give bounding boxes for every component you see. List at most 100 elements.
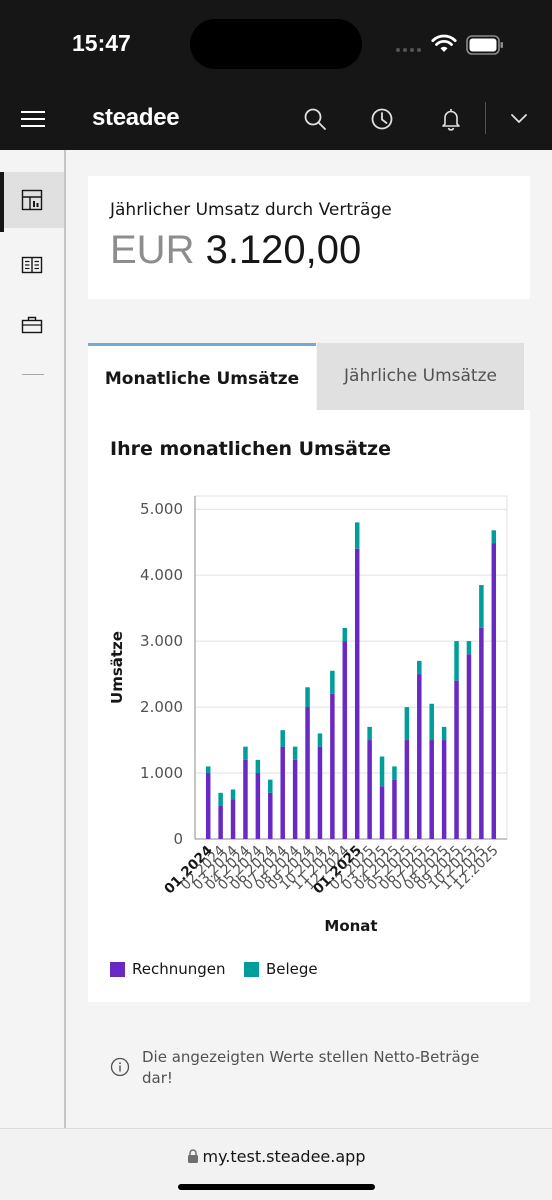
bar-belege [454, 641, 459, 681]
legend-swatch-rechnungen [110, 962, 125, 977]
bar-rechnungen [280, 746, 285, 839]
bar-rechnungen [205, 773, 211, 839]
bar-rechnungen [404, 740, 410, 839]
annual-revenue-card: Jährlicher Umsatz durch Verträge EUR 3.1… [88, 176, 530, 299]
sidebar-divider [22, 374, 44, 375]
bell-icon[interactable] [436, 104, 466, 134]
legend-swatch-belege [244, 962, 259, 977]
bar-rechnungen [317, 746, 323, 839]
bar-belege [441, 726, 447, 741]
status-bar: 15:47 [0, 0, 552, 88]
sidebar [0, 150, 66, 1128]
bar-belege [218, 792, 223, 807]
bar-rechnungen [454, 680, 459, 839]
bar-belege [417, 660, 422, 675]
app-header: steadee [0, 88, 552, 150]
url-display[interactable]: my.test.steadee.app [0, 1147, 552, 1166]
bar-belege [292, 746, 298, 760]
tab-yearly-revenue[interactable]: Jährliche Umsätze [317, 343, 524, 410]
url-text: my.test.steadee.app [202, 1147, 366, 1166]
bar-belege [205, 766, 211, 774]
bar-rechnungen [268, 792, 273, 839]
bar-rechnungen [230, 799, 236, 839]
revenue-tabs: Monatliche Umsätze Jährliche Umsätze [88, 343, 530, 410]
bar-rechnungen [342, 641, 348, 839]
bar-rechnungen [392, 779, 397, 839]
book-icon [21, 256, 43, 274]
x-axis-title: Monat [324, 917, 377, 935]
monthly-revenue-chart-card: 0 1.000 2.000 3.000 4.000 5.000 01.2024 02.2024… [88, 410, 530, 1002]
annual-revenue-value: EUR 3.120,00 [110, 228, 361, 273]
bar-rechnungen [330, 693, 335, 839]
bar-rechnungen [255, 773, 261, 839]
y-axis-title: Umsätze [108, 631, 126, 704]
bar-belege [268, 779, 273, 793]
bar-rechnungen [354, 548, 360, 839]
browser-url-bar: my.test.steadee.app [0, 1128, 552, 1200]
y-tick-label: 5.000 [140, 500, 183, 518]
app-logo[interactable]: steadee [92, 104, 180, 131]
tab-monthly-revenue[interactable]: Monatliche Umsätze [88, 343, 316, 410]
search-icon[interactable] [300, 104, 330, 134]
lock-icon [187, 1149, 198, 1163]
sidebar-item-dashboard[interactable] [0, 172, 64, 232]
wifi-icon [431, 34, 457, 52]
bar-rechnungen [479, 627, 484, 839]
briefcase-icon [21, 316, 43, 334]
bar-belege [392, 766, 397, 780]
bar-belege [491, 530, 497, 544]
y-tick-label: 4.000 [140, 566, 183, 584]
bar-belege [367, 726, 372, 741]
chevron-down-icon[interactable] [504, 104, 534, 134]
signal-icon [396, 48, 424, 54]
menu-icon[interactable] [18, 106, 48, 132]
revenue-amount: 3.120,00 [205, 228, 362, 272]
header-divider [485, 102, 486, 134]
dashboard-icon [21, 189, 43, 211]
bar-rechnungen [367, 740, 372, 839]
battery-icon [466, 35, 503, 55]
chart-title: Ihre monatlichen Umsätze [110, 438, 391, 460]
info-icon [110, 1057, 130, 1077]
bar-belege [243, 746, 248, 760]
bar-rechnungen [305, 707, 310, 839]
bar-rechnungen [417, 674, 422, 839]
info-text: Die angezeigten Werte stellen Netto-Betr… [142, 1048, 480, 1087]
legend-label-rechnungen: Rechnungen [132, 960, 226, 978]
sidebar-item-catalog[interactable] [0, 237, 64, 293]
status-time: 15:47 [72, 30, 131, 56]
bar-rechnungen [466, 654, 472, 839]
bar-rechnungen [429, 740, 434, 839]
clock-icon[interactable] [367, 104, 397, 134]
bar-belege [479, 585, 484, 628]
bar-rechnungen [243, 759, 248, 839]
bar-belege [255, 759, 261, 774]
bar-belege [330, 670, 335, 694]
home-indicator [178, 1184, 375, 1190]
y-tick-label: 3.000 [140, 632, 183, 650]
bar-belege [230, 789, 236, 800]
bar-belege [280, 730, 285, 747]
plot-frame [194, 495, 508, 840]
currency-label: EUR [110, 228, 195, 272]
legend-label-belege: Belege [266, 960, 318, 978]
bar-belege [342, 627, 348, 642]
dynamic-island [190, 19, 362, 69]
y-tick-label: 0 [173, 830, 183, 848]
bar-belege [305, 687, 310, 708]
bar-rechnungen [441, 740, 447, 839]
bar-belege [429, 703, 434, 741]
y-tick-label: 2.000 [140, 698, 183, 716]
bar-rechnungen [379, 786, 385, 839]
y-tick-label: 1.000 [140, 764, 183, 782]
monthly-revenue-chart: 01.0002.0003.0004.0005.00001.202402.2024… [108, 495, 508, 935]
bar-rechnungen [292, 759, 298, 839]
bar-rechnungen [218, 806, 223, 839]
annual-revenue-label: Jährlicher Umsatz durch Verträge [110, 200, 392, 220]
bar-belege [466, 641, 472, 655]
sidebar-item-contracts[interactable] [0, 297, 64, 353]
bar-belege [404, 707, 410, 741]
bar-rechnungen [491, 543, 497, 839]
bar-belege [379, 756, 385, 787]
bar-belege [354, 522, 360, 549]
